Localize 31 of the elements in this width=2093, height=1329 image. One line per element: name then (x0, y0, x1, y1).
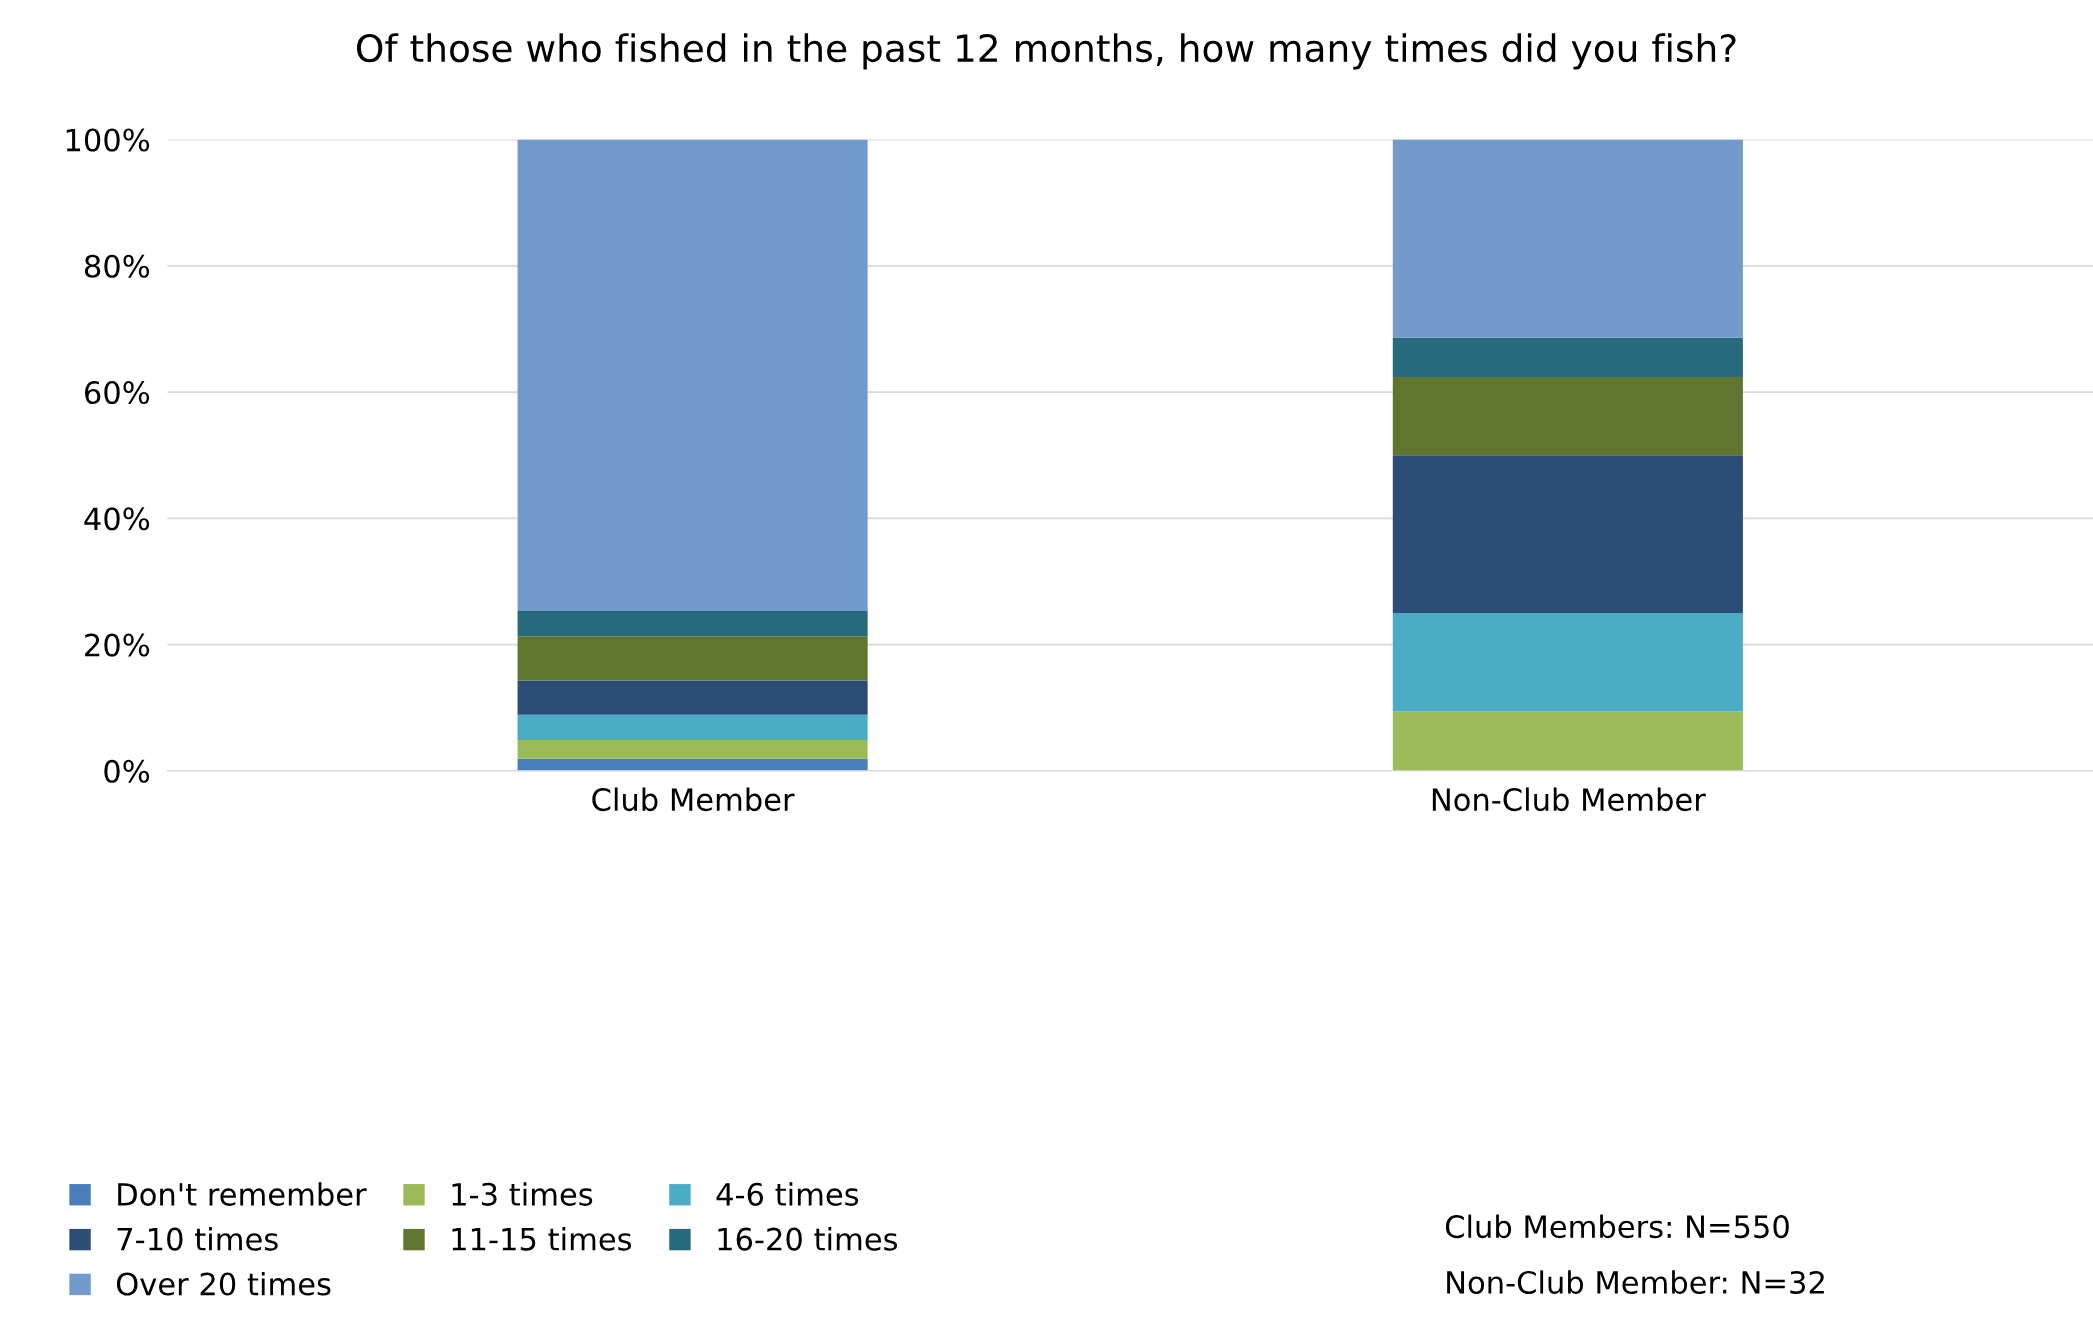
bar (517, 714, 868, 740)
legend-label: 16-20 times (718, 1227, 898, 1251)
text: Club Members: N=550 (1445, 1214, 1789, 1239)
bar (1392, 711, 1743, 771)
y-tick-label: 40% (84, 507, 150, 531)
bar (517, 636, 868, 681)
bar (517, 139, 868, 612)
legend-label: 7-10 times (117, 1227, 278, 1251)
legend-label: 4-6 times (716, 1182, 859, 1206)
y-tick-label: 60% (84, 380, 150, 405)
y-tick-label: 0% (104, 759, 150, 783)
bar (1392, 139, 1743, 338)
x-tick-label: Non-Club Member (1432, 787, 1706, 812)
legend-label: 11-15 times (452, 1227, 632, 1251)
chart-title: Of those who fished in the past 12 months, how many times did you fish? (356, 33, 1736, 70)
bar (1392, 376, 1743, 456)
bar (517, 758, 868, 771)
x-tick-label: Club Member (592, 787, 795, 812)
legend-label: 1-3 times (452, 1182, 593, 1206)
legend-label: Don't remember (118, 1182, 367, 1206)
bar (1392, 455, 1743, 613)
bar (1392, 337, 1743, 377)
bar (517, 611, 868, 637)
text: Non-Club Member: N=32 (1447, 1270, 1824, 1295)
legend-label: Over 20 times (116, 1271, 331, 1296)
bar (517, 680, 868, 715)
y-tick-label: 100% (66, 128, 150, 152)
bar (517, 739, 868, 759)
bar (1392, 613, 1743, 712)
y-tick-label: 20% (85, 633, 150, 657)
y-tick-label: 80% (84, 254, 150, 278)
